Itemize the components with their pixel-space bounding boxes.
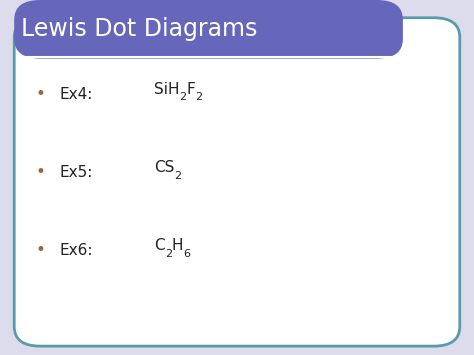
Text: F: F xyxy=(187,82,195,97)
Text: Ex4:: Ex4: xyxy=(59,87,92,102)
Text: 2: 2 xyxy=(195,92,202,103)
Text: 2: 2 xyxy=(174,170,182,181)
Text: Lewis Dot Diagrams: Lewis Dot Diagrams xyxy=(21,17,258,41)
FancyBboxPatch shape xyxy=(14,0,403,59)
Text: •: • xyxy=(36,163,46,181)
Text: Ex6:: Ex6: xyxy=(59,243,93,258)
Text: •: • xyxy=(36,241,46,259)
Text: 6: 6 xyxy=(183,248,190,259)
Text: SiH: SiH xyxy=(154,82,180,97)
Text: 2: 2 xyxy=(180,92,187,103)
Text: •: • xyxy=(36,85,46,103)
Text: CS: CS xyxy=(154,160,174,175)
FancyBboxPatch shape xyxy=(14,18,460,346)
Text: Ex5:: Ex5: xyxy=(59,165,92,180)
Text: C: C xyxy=(154,238,164,253)
Text: H: H xyxy=(172,238,183,253)
Text: 2: 2 xyxy=(164,248,172,259)
